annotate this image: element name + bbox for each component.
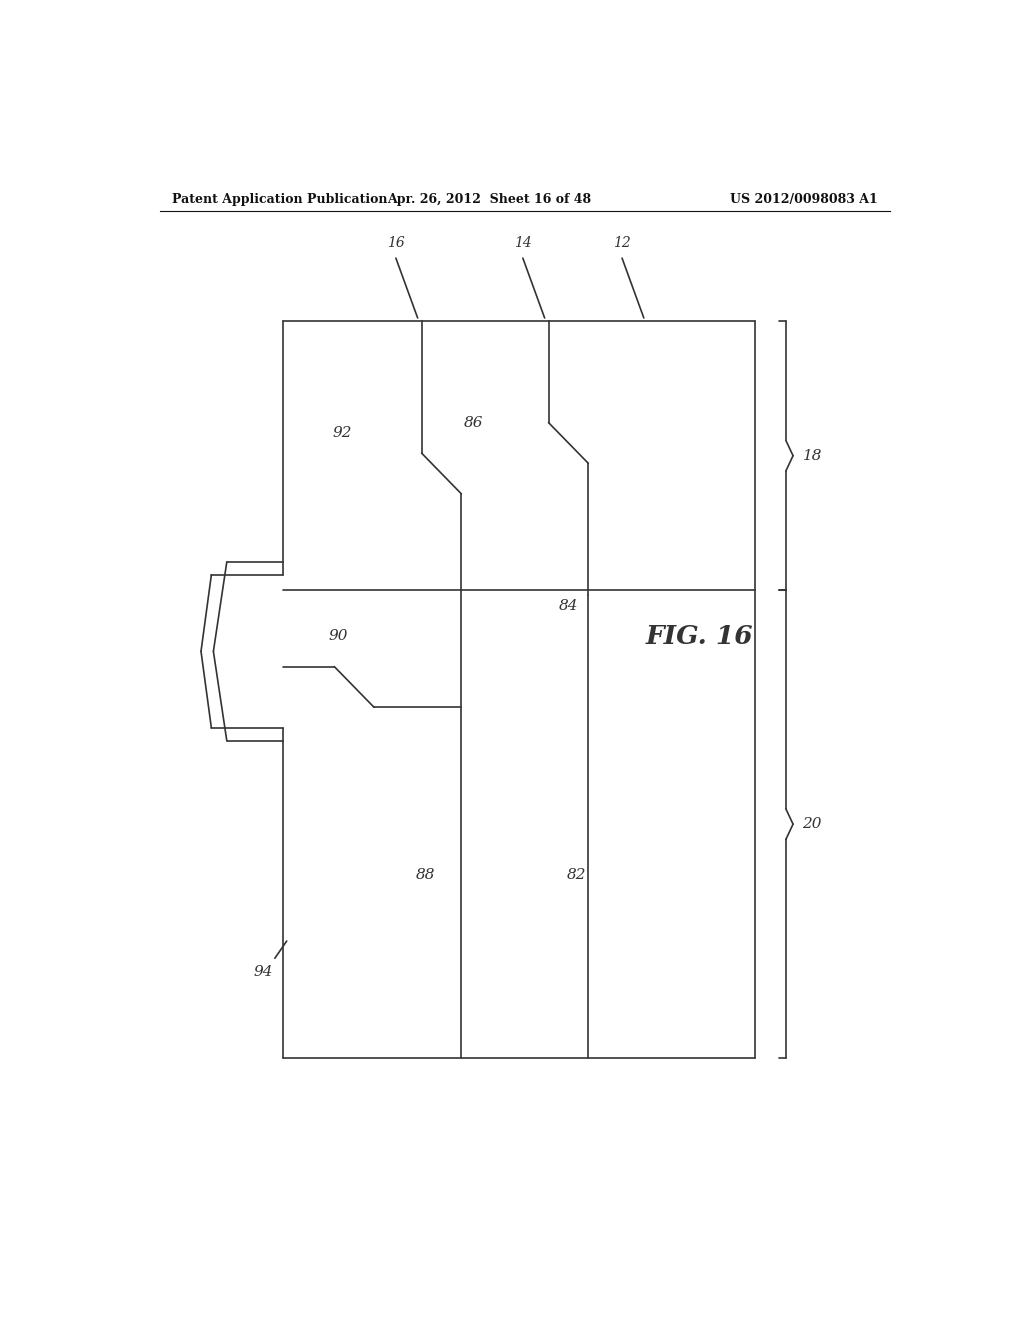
Text: 20: 20 — [803, 817, 822, 832]
Text: 16: 16 — [387, 236, 404, 249]
Text: FIG. 16: FIG. 16 — [645, 623, 754, 648]
Text: 14: 14 — [514, 236, 531, 249]
Text: 18: 18 — [803, 449, 822, 463]
Text: 92: 92 — [333, 426, 352, 440]
Text: 82: 82 — [566, 869, 586, 882]
Text: 90: 90 — [329, 630, 348, 643]
Text: 12: 12 — [613, 236, 631, 249]
Text: 94: 94 — [253, 965, 272, 978]
Text: US 2012/0098083 A1: US 2012/0098083 A1 — [730, 193, 878, 206]
Text: Apr. 26, 2012  Sheet 16 of 48: Apr. 26, 2012 Sheet 16 of 48 — [387, 193, 591, 206]
Text: 88: 88 — [416, 869, 435, 882]
Text: Patent Application Publication: Patent Application Publication — [172, 193, 387, 206]
Text: 86: 86 — [464, 416, 483, 430]
Text: 84: 84 — [559, 598, 579, 612]
